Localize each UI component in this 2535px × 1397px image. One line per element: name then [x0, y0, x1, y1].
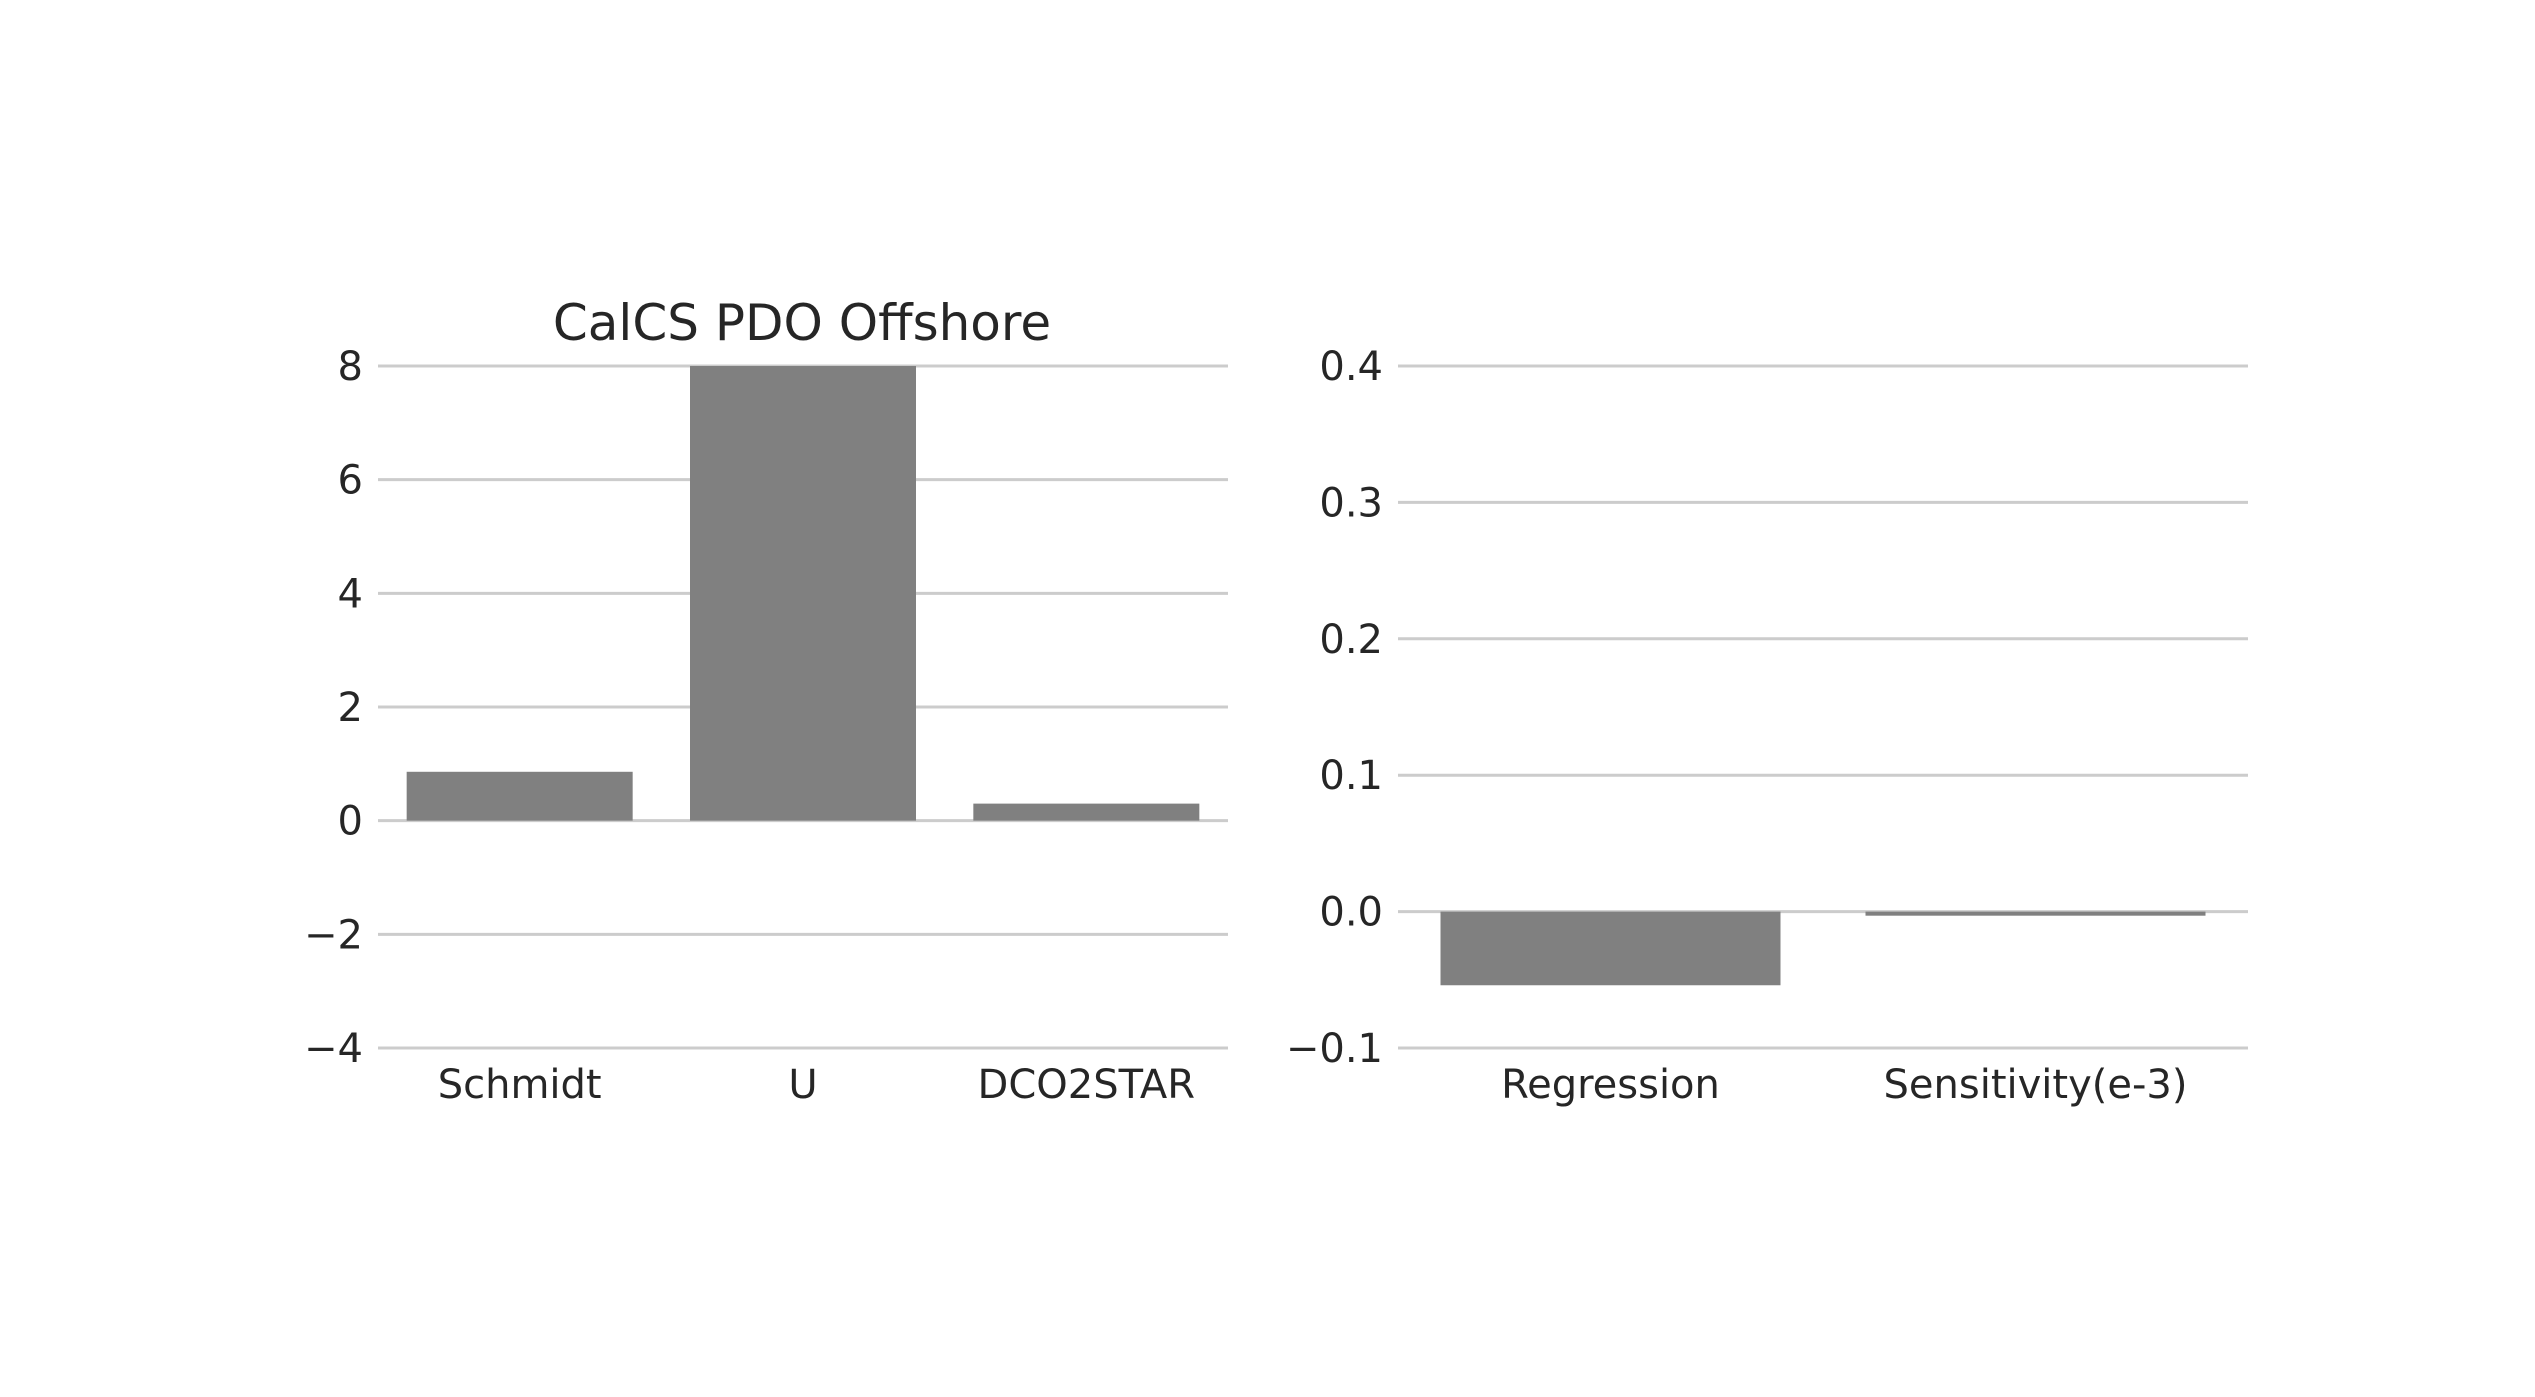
chart-left-title: CalCS PDO Offshore [553, 294, 1051, 352]
chart-left-y-tick-label: −2 [304, 912, 363, 958]
chart-right-y-tick-label: −0.1 [1286, 1026, 1383, 1072]
chart-right-y-tick-label: 0.3 [1319, 480, 1383, 526]
bar-sensitivity-e-3 [1865, 911, 2206, 916]
chart-left-y-tick-label: 4 [338, 571, 363, 617]
chart-right: 0.4 0.3 0.2 0.1 0.0 −0.1 Regression Sensitivit… [1286, 344, 2248, 1108]
chart-left-y-tick-label: −4 [304, 1026, 363, 1072]
chart-right-bars [1440, 911, 2206, 986]
chart-right-y-tick-label: 0.2 [1319, 617, 1383, 663]
chart-right-category-labels: Regression Sensitivity(e-3) [1501, 1062, 2187, 1108]
chart-left-category-label: U [788, 1062, 817, 1108]
chart-left-y-tick-label: 8 [338, 344, 363, 390]
chart-right-y-tick-label: 0.4 [1319, 344, 1383, 390]
bar-regression [1440, 911, 1781, 986]
chart-right-category-label: Regression [1501, 1062, 1720, 1108]
chart-right-y-tick-labels: 0.4 0.3 0.2 0.1 0.0 −0.1 [1286, 344, 1383, 1072]
chart-left: 8 6 4 2 0 −2 −4 Schmidt U DCO2STAR CalCS PDO Off… [304, 294, 1228, 1108]
chart-left-y-tick-label: 2 [338, 685, 363, 731]
chart-right-y-tick-label: 0.0 [1319, 890, 1383, 936]
chart-left-y-tick-label: 6 [338, 458, 363, 504]
chart-right-category-label: Sensitivity(e-3) [1884, 1062, 2188, 1108]
chart-right-y-tick-label: 0.1 [1319, 753, 1383, 799]
chart-left-y-tick-labels: 8 6 4 2 0 −2 −4 [304, 344, 363, 1072]
chart-left-y-tick-label: 0 [338, 799, 363, 845]
bar-schmidt [406, 771, 633, 821]
chart-left-bars [406, 366, 1200, 821]
chart-left-category-label: DCO2STAR [978, 1062, 1196, 1108]
chart-left-category-labels: Schmidt U DCO2STAR [438, 1062, 1195, 1108]
bar-dco2star [973, 803, 1200, 821]
bar-u [690, 366, 916, 821]
chart-left-category-label: Schmidt [438, 1062, 602, 1108]
